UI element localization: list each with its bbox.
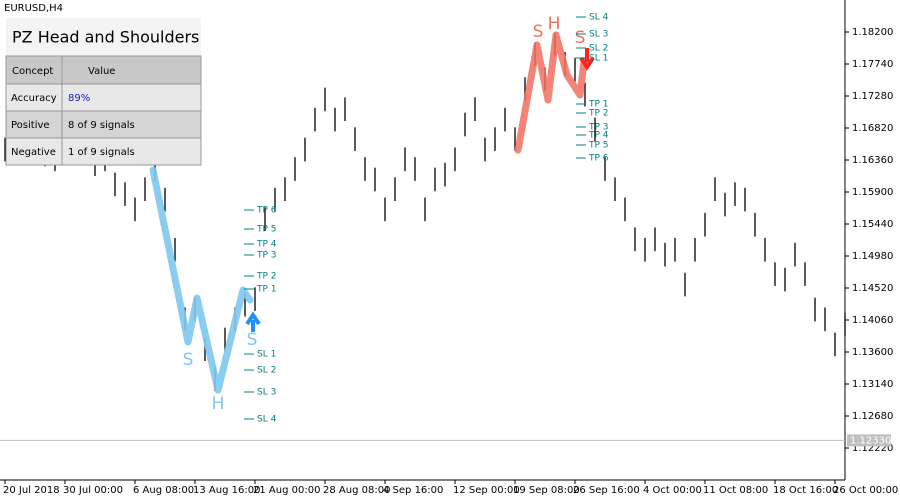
- level-label: SL 2: [589, 44, 608, 54]
- panel-row-bg: [5, 83, 202, 112]
- current-price-label: 1.12330: [850, 435, 891, 446]
- y-tick-label: 1.17280: [852, 91, 893, 102]
- level-label: TP 3: [588, 123, 609, 133]
- x-tick-label: 4 Sep 16:00: [383, 485, 443, 496]
- y-tick-label: 1.12680: [852, 411, 893, 422]
- panel-cell: 89%: [68, 93, 90, 104]
- panel-header-bg: [5, 55, 202, 85]
- level-label: TP 4: [588, 131, 609, 141]
- pattern-letter: S: [183, 350, 194, 370]
- x-tick-label: 12 Sep 00:00: [453, 485, 520, 496]
- x-tick-label: 28 Aug 08:00: [323, 485, 390, 496]
- y-tick-label: 1.17740: [852, 59, 893, 70]
- panel-cell: 8 of 9 signals: [68, 120, 135, 131]
- pattern-letter: S: [247, 330, 258, 350]
- x-tick-label: 18 Oct 16:00: [773, 485, 838, 496]
- y-tick-label: 1.15900: [852, 187, 893, 198]
- x-tick-label: 21 Aug 00:00: [253, 485, 320, 496]
- bullish-pattern: [149, 166, 254, 394]
- x-tick-label: 13 Aug 16:00: [193, 485, 260, 496]
- sell-arrow: [579, 48, 595, 71]
- y-tick-label: 1.12220: [852, 443, 893, 454]
- level-label: TP 2: [256, 272, 277, 282]
- info-panel: PZ Head and Shoulders Concept Value Accu…: [5, 18, 202, 166]
- level-label: TP 1: [256, 285, 277, 295]
- level-label: TP 6: [588, 154, 609, 164]
- y-tick-label: 1.18200: [852, 27, 893, 38]
- level-label: SL 1: [257, 350, 276, 360]
- y-tick-label: 1.13600: [852, 347, 893, 358]
- buy-arrow: [245, 311, 261, 332]
- x-tick-label: 26 Sep 16:00: [573, 485, 640, 496]
- y-tick-label: 1.16360: [852, 155, 893, 166]
- pattern-letter: H: [548, 14, 561, 34]
- panel-row-bg: [5, 110, 202, 139]
- level-label: SL 3: [589, 30, 608, 40]
- level-label: TP 5: [588, 141, 609, 151]
- y-tick-label: 1.13140: [852, 379, 893, 390]
- pattern-letter: S: [533, 22, 544, 42]
- panel-header: Concept: [12, 66, 53, 77]
- x-tick-label: 4 Oct 00:00: [643, 485, 702, 496]
- x-tick-label: 26 Oct 00:00: [833, 485, 898, 496]
- symbol: EURUSD,H4: [4, 3, 63, 14]
- level-label: TP 6: [256, 206, 277, 216]
- panel-cell: Negative: [11, 147, 56, 158]
- y-tick-label: 1.14980: [852, 251, 893, 262]
- level-label: SL 3: [257, 388, 276, 398]
- panel-row-bg: [5, 137, 202, 166]
- y-tick-label: 1.14060: [852, 315, 893, 326]
- panel-title-bg: [6, 18, 201, 56]
- x-tick-label: 19 Sep 08:00: [513, 485, 580, 496]
- panel-cell: Accuracy: [11, 93, 57, 104]
- x-tick-label: 6 Aug 08:00: [133, 485, 194, 496]
- x-tick-label: 30 Jul 00:00: [63, 485, 123, 496]
- level-label: SL 4: [257, 415, 277, 425]
- x-tick-label: 11 Oct 08:00: [703, 485, 768, 496]
- panel-title: PZ Head and Shoulders: [12, 28, 199, 47]
- bearish-pattern: [514, 31, 588, 154]
- level-label: TP 3: [256, 251, 277, 261]
- x-tick-label: 20 Jul 2018: [3, 485, 60, 496]
- y-tick-label: 1.16820: [852, 123, 893, 134]
- level-label: TP 2: [588, 109, 609, 119]
- panel-cell: Positive: [11, 120, 50, 131]
- level-label: TP 1: [588, 100, 609, 110]
- level-label: SL 4: [589, 13, 609, 23]
- level-label: TP 5: [256, 225, 277, 235]
- current-price-box: [847, 434, 891, 447]
- pattern-letter: H: [212, 394, 225, 414]
- level-label: TP 4: [256, 240, 277, 250]
- level-label: SL 1: [589, 54, 608, 64]
- pattern-letter: S: [575, 28, 586, 48]
- panel-cell: 1 of 9 signals: [68, 147, 135, 158]
- panel-header: Value: [88, 66, 115, 77]
- level-label: SL 2: [257, 366, 276, 376]
- y-tick-label: 1.14520: [852, 283, 893, 294]
- y-tick-label: 1.15440: [852, 219, 893, 230]
